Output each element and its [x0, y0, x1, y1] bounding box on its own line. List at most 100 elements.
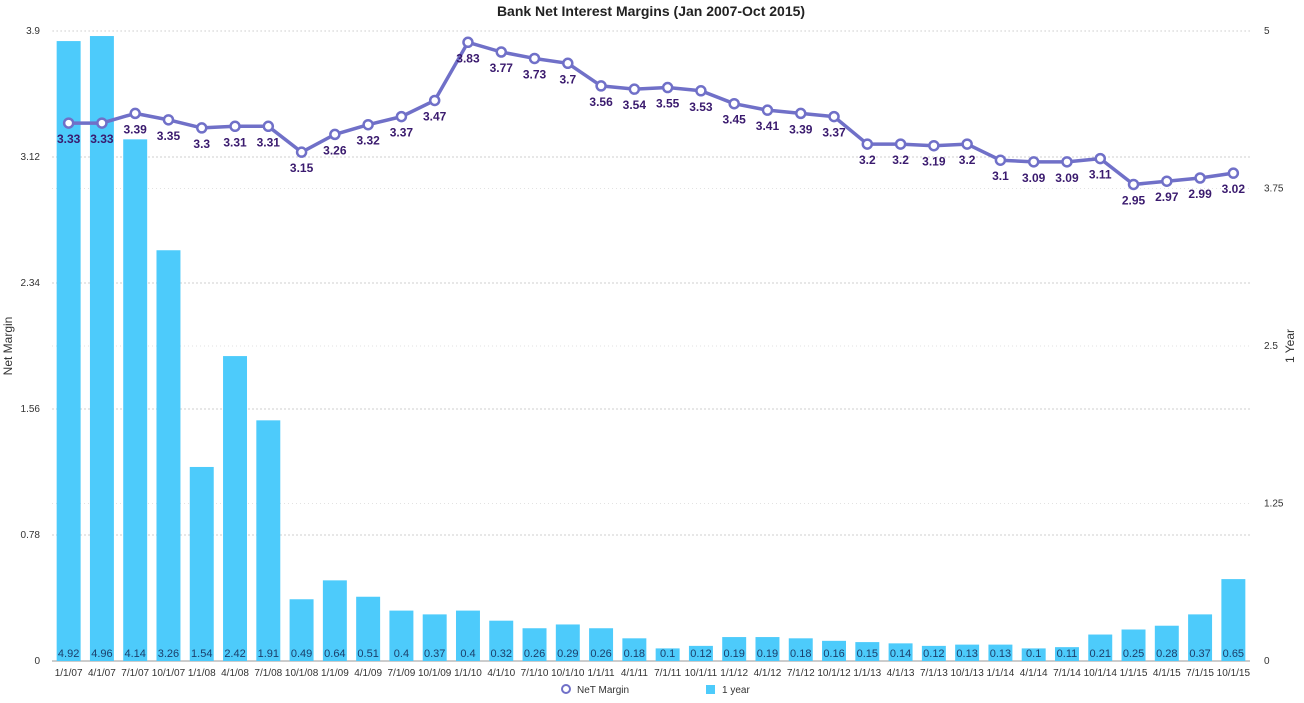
x-tick-label: 4/1/14 — [1020, 668, 1048, 679]
x-tick-label: 10/1/08 — [285, 668, 319, 679]
bar-data-label: 0.25 — [1123, 648, 1144, 660]
line-data-label: 3.55 — [656, 97, 680, 111]
x-tick-label: 7/1/08 — [254, 668, 282, 679]
bar-data-label: 0.13 — [956, 648, 977, 660]
x-tick-label: 1/1/14 — [987, 668, 1015, 679]
line-point — [1061, 156, 1073, 168]
line-point — [196, 122, 208, 134]
x-tick-label: 4/1/10 — [487, 668, 515, 679]
line-point — [961, 138, 973, 150]
line-data-label: 3.45 — [723, 113, 747, 127]
line-data-label: 3.56 — [589, 95, 613, 109]
bar-data-label: 0.49 — [291, 648, 312, 660]
bar — [1154, 625, 1179, 661]
bar-data-label: 0.37 — [424, 648, 445, 660]
line-data-label: 3.39 — [124, 122, 148, 136]
line-point — [229, 120, 241, 133]
bar-data-label: 0.26 — [524, 648, 545, 660]
x-tick-label: 4/1/08 — [221, 668, 249, 679]
line-point — [695, 85, 707, 97]
line-data-label: 2.95 — [1122, 193, 1146, 207]
line-point — [894, 138, 907, 150]
line-point — [395, 110, 408, 123]
grid-layer — [52, 30, 1250, 662]
line-point — [428, 94, 441, 107]
x-tick-label: 10/1/15 — [1217, 668, 1251, 679]
bar — [688, 645, 713, 661]
line-data-label: 3.1 — [992, 169, 1009, 183]
bar-data-label: 4.92 — [58, 648, 79, 660]
bar-data-label: 0.13 — [990, 648, 1011, 660]
y2-tick-label: 5 — [1264, 26, 1270, 37]
bar-data-label: 0.21 — [1090, 648, 1111, 660]
bar-data-label: 0.51 — [357, 648, 378, 660]
line-data-label: 3.35 — [157, 129, 181, 143]
bar — [921, 645, 946, 661]
x-tick-label: 7/1/13 — [920, 668, 948, 679]
x-tick-label: 7/1/10 — [521, 668, 549, 679]
bar-data-label: 3.26 — [158, 648, 179, 660]
y2-tick-label: 0 — [1264, 656, 1270, 667]
net-margin-line — [68, 40, 1234, 187]
bar — [622, 638, 647, 661]
x-tick-label: 4/1/09 — [354, 668, 382, 679]
bar — [422, 614, 447, 661]
line-point — [661, 81, 674, 94]
bar — [722, 637, 747, 661]
line-data-label: 3.02 — [1222, 182, 1246, 196]
x-tick-label: 1/1/11 — [588, 668, 615, 679]
x-tick-label: 10/1/13 — [950, 668, 984, 679]
line-point — [1127, 178, 1140, 191]
x-tick-label: 10/1/09 — [418, 668, 452, 679]
y-axis-label: Net Margin — [1, 317, 15, 376]
bar — [1221, 579, 1246, 661]
line-data-label: 2.97 — [1155, 190, 1179, 204]
x-tick-label: 1/1/10 — [454, 668, 482, 679]
line-data-label: 3.54 — [623, 98, 647, 112]
bar-data-label: 1.54 — [191, 648, 212, 660]
line-point — [362, 118, 374, 131]
x-tick-label: 4/1/11 — [621, 668, 648, 679]
line-data-label: 3.31 — [257, 135, 281, 149]
bar — [555, 624, 580, 661]
line-point — [329, 128, 341, 141]
bar-data-label: 4.96 — [91, 648, 112, 660]
bar — [356, 596, 381, 661]
bar — [256, 420, 281, 661]
line-point — [1161, 175, 1173, 187]
bar-data-label: 0.19 — [757, 648, 778, 660]
x-tick-label: 10/1/14 — [1084, 668, 1118, 679]
x-tick-label: 1/1/13 — [853, 668, 881, 679]
x-tick-label: 7/1/07 — [121, 668, 149, 679]
bar-data-label: 0.19 — [723, 648, 744, 660]
bar — [955, 644, 980, 661]
bar-data-label: 0.29 — [557, 648, 578, 660]
line-label-layer: 3.33 3.33 3.39 3.35 3.3 3.31 3.31 3.15 3.26 3.32 3… — [57, 51, 1245, 207]
line-point — [595, 80, 607, 92]
line-point — [1027, 156, 1040, 168]
bar-layer — [56, 36, 1246, 662]
bar — [655, 648, 680, 661]
bar — [1054, 647, 1079, 661]
x-tick-label: 10/1/10 — [551, 668, 585, 679]
line-data-label: 3.77 — [490, 61, 514, 75]
bar — [1121, 629, 1146, 661]
line-point — [62, 117, 75, 129]
x-tick-label: 10/1/07 — [152, 668, 186, 679]
y-tick-label: 2.34 — [21, 278, 41, 289]
line-point — [1227, 167, 1240, 179]
x-tick-label: 1/1/07 — [55, 668, 83, 679]
line-data-label: 3.33 — [57, 132, 81, 146]
line-data-label: 3.09 — [1022, 171, 1046, 185]
bar-data-label: 0.14 — [890, 648, 911, 660]
line-data-label: 3.11 — [1089, 168, 1112, 182]
x-tick-label: 7/1/11 — [654, 668, 681, 679]
x-tick-label: 1/1/09 — [321, 668, 349, 679]
x-tick-label: 10/1/12 — [817, 668, 851, 679]
bar — [389, 610, 414, 661]
line-data-label: 3.7 — [559, 72, 576, 86]
line-point — [129, 107, 141, 120]
line-point — [528, 52, 541, 65]
line-data-label: 2.99 — [1188, 187, 1212, 201]
bar — [455, 610, 480, 661]
